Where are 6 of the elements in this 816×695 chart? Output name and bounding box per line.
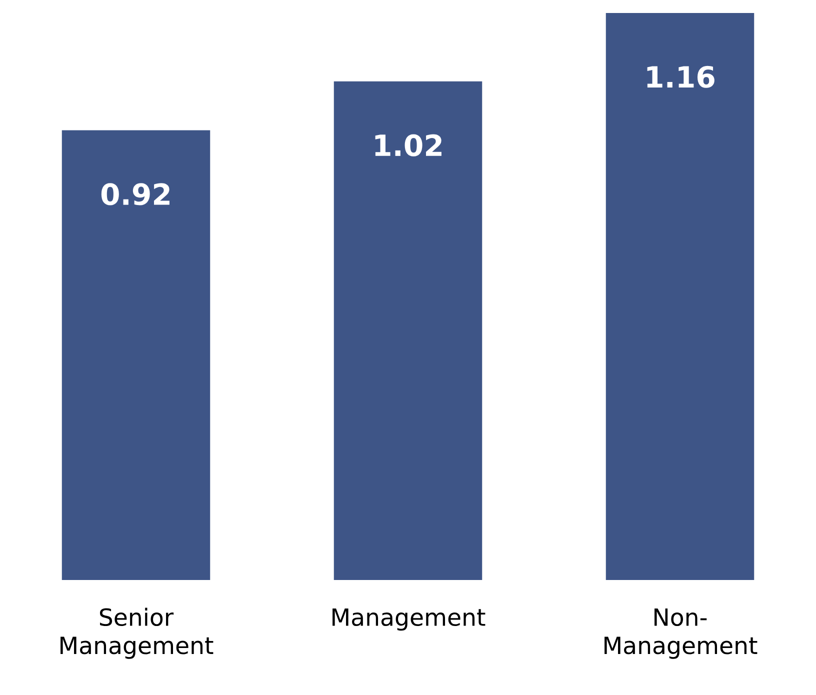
x-tick-label: Management	[332, 608, 486, 631]
data-label: 1.16	[647, 66, 714, 88]
x-tick-label: Non- Management	[604, 608, 758, 659]
data-label: 0.92	[101, 183, 170, 206]
data-label: 1.02	[375, 134, 442, 156]
x-tick-label: Senior Management	[60, 608, 214, 659]
